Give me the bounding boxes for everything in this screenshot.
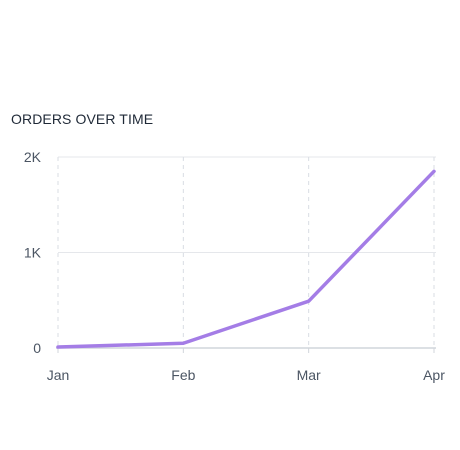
x-tick-label: Feb xyxy=(171,367,195,383)
y-tick-label: 0 xyxy=(33,340,41,356)
grid-layer xyxy=(57,156,436,348)
series-layer xyxy=(56,169,436,349)
chart-title: ORDERS OVER TIME xyxy=(11,111,154,127)
x-tick-label: Apr xyxy=(423,367,445,383)
y-tick-label: 2K xyxy=(24,149,42,165)
label-layer: 0 1K 2K Jan Feb Mar Apr xyxy=(24,149,445,383)
y-tick-label: 1K xyxy=(24,245,42,261)
axis-layer xyxy=(56,347,436,353)
x-tick-label: Mar xyxy=(297,367,321,383)
x-tick-label: Jan xyxy=(47,367,70,383)
series-line xyxy=(56,169,436,349)
